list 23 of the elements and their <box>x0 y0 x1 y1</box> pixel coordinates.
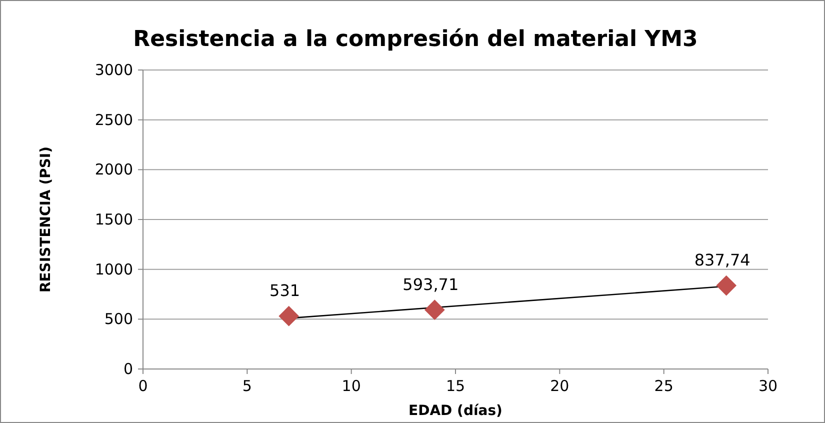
chart-title: Resistencia a la compresión del material YM3 <box>133 27 698 52</box>
x-tick-label: 0 <box>138 377 148 395</box>
data-label: 593,71 <box>402 274 459 294</box>
x-tick-label: 15 <box>446 377 466 395</box>
point <box>278 306 300 326</box>
data-label: 837,74 <box>694 250 750 270</box>
x-tick-label: 10 <box>342 377 361 395</box>
x-tick-label: 20 <box>550 377 570 395</box>
x-tick-label: 5 <box>242 377 252 395</box>
y-tick-label: 2500 <box>94 110 133 129</box>
y-tick-label: 1500 <box>94 210 133 228</box>
point <box>424 300 445 320</box>
y-axis-title: RESISTENCIA (PSI) <box>38 146 54 293</box>
point <box>716 275 737 296</box>
y-tick-label: 2000 <box>94 160 133 179</box>
data-label: 531 <box>270 281 300 300</box>
x-tick-label: 30 <box>758 377 778 395</box>
x-axis-title: EDAD (días) <box>408 403 502 419</box>
x-tick-label: 25 <box>654 377 674 395</box>
y-tick-label: 1000 <box>94 260 133 278</box>
y-tick-label: 3000 <box>94 61 133 79</box>
y-tick-label: 500 <box>104 310 133 328</box>
y-tick-label: 0 <box>123 360 133 378</box>
